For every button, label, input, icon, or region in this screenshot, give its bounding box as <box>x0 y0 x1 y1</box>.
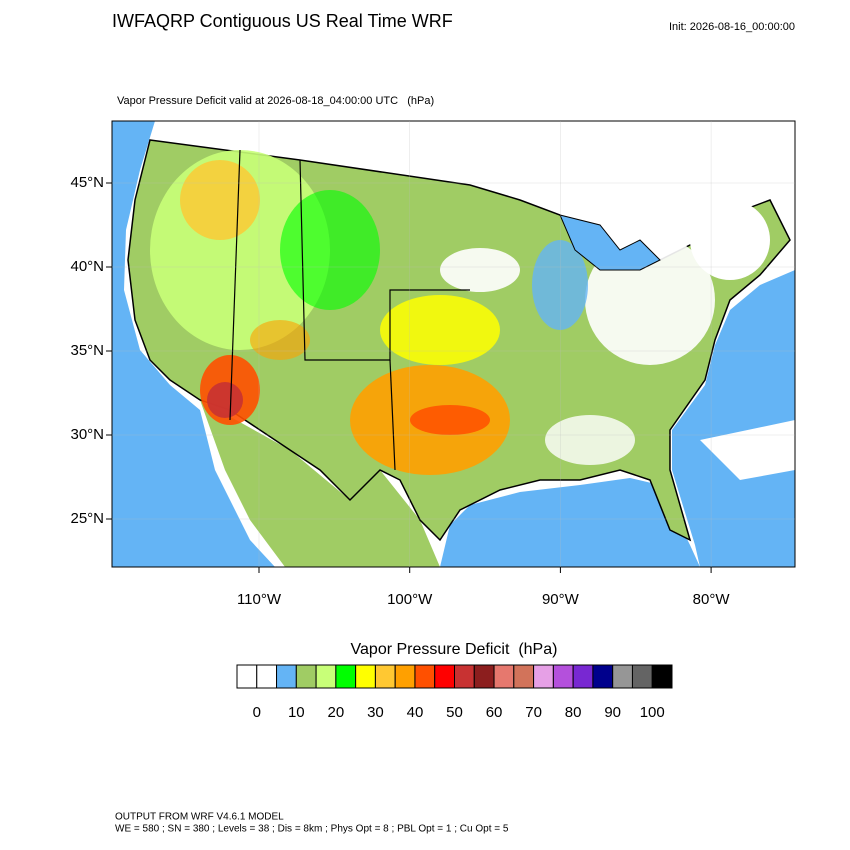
field-blob <box>280 190 380 310</box>
colorbar-tick-label: 60 <box>486 704 503 721</box>
colorbar-box <box>612 664 633 689</box>
colorbar-box <box>651 664 673 689</box>
colorbar-box <box>533 664 554 689</box>
colorbar-tick-label: 40 <box>407 704 424 721</box>
colorbar-box <box>473 664 495 689</box>
colorbar-box <box>592 664 614 689</box>
colorbar-box <box>631 664 653 689</box>
init-time: Init: 2026-08-16_00:00:00 <box>669 21 795 33</box>
colorbar-tick-label: 80 <box>565 704 582 721</box>
mexico-land <box>200 400 440 567</box>
state-border <box>229 149 241 421</box>
colorbar-title: Vapor Pressure Deficit (hPa) <box>351 641 558 658</box>
lat-tick-label: 25°N <box>70 510 104 527</box>
state-border <box>389 359 396 471</box>
colorbar-box <box>513 664 535 689</box>
lon-tick-label: 110°W <box>237 591 282 608</box>
atlantic-ocean <box>672 270 795 567</box>
colorbar-box <box>394 664 416 689</box>
colorbar-tick-label: 30 <box>367 704 384 721</box>
lat-tick-label: 45°N <box>70 174 104 191</box>
field-blob <box>532 240 588 330</box>
colorbar-box <box>256 664 278 689</box>
colorbar-box <box>295 664 317 689</box>
lon-tick-label: 80°W <box>693 591 731 608</box>
field-blob <box>690 200 770 280</box>
colorbar-tick-label: 100 <box>640 704 665 721</box>
footer-line: OUTPUT FROM WRF V4.6.1 MODEL <box>115 812 284 823</box>
colorbar-tick-label: 20 <box>328 704 345 721</box>
map-area <box>112 121 795 567</box>
lon-tick-label: 90°W <box>542 591 580 608</box>
lat-tick-label: 35°N <box>70 342 104 359</box>
colorbar-box <box>414 664 436 689</box>
colorbar-box <box>572 664 594 689</box>
title: IWFAQRP Contiguous US Real Time WRF <box>112 11 453 31</box>
field-blob <box>440 248 520 292</box>
colorbar-tick-label: 90 <box>604 704 621 721</box>
colorbar: 0 10 20 30 40 50 60 70 80 90 100 <box>236 664 673 721</box>
colorbar-tick-label: 10 <box>288 704 305 721</box>
lat-tick-label: 40°N <box>70 258 104 275</box>
colorbar-box <box>335 664 357 689</box>
colorbar-box <box>493 664 515 689</box>
field-blob <box>207 382 243 418</box>
footer-line: WE = 580 ; SN = 380 ; Levels = 38 ; Dis … <box>115 824 509 835</box>
pacific-ocean <box>112 121 275 567</box>
map-subtitle: Vapor Pressure Deficit valid at 2026-08-… <box>117 95 434 107</box>
colorbar-box <box>454 664 475 689</box>
field-blob <box>180 160 260 240</box>
great-lakes <box>559 214 661 271</box>
lon-tick-label: 100°W <box>387 591 433 608</box>
colorbar-tick-label: 0 <box>253 704 261 721</box>
field-blob <box>250 320 310 360</box>
lat-tick-label: 30°N <box>70 426 104 443</box>
field-blob <box>380 295 500 365</box>
field-blob <box>410 405 490 435</box>
colorbar-box <box>434 664 455 689</box>
colorbar-tick-label: 50 <box>446 704 463 721</box>
colorbar-box <box>374 664 396 689</box>
colorbar-box <box>355 664 376 689</box>
field-blob <box>545 415 635 465</box>
colorbar-tick-label: 70 <box>525 704 542 721</box>
map-frame <box>111 120 796 568</box>
gulf-of-mexico <box>440 478 700 567</box>
colorbar-box <box>276 664 297 689</box>
colorbar-box <box>236 664 258 689</box>
colorbar-box <box>315 664 337 689</box>
colorbar-box <box>552 664 574 689</box>
